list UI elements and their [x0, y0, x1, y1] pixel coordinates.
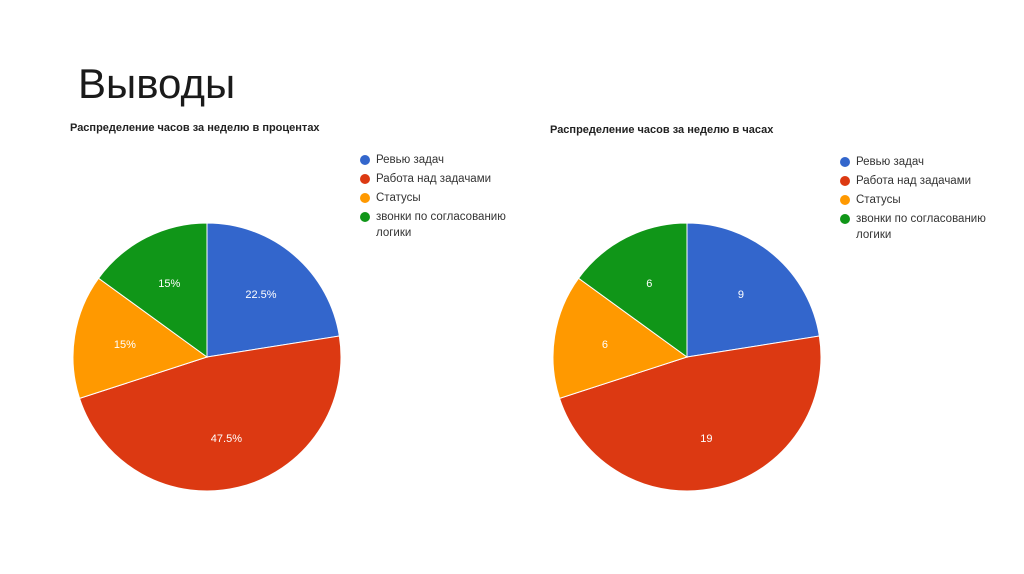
- legend-swatch: [840, 195, 850, 205]
- legend-label: Работа над задачами: [376, 173, 492, 185]
- legend-label: Статусы: [376, 192, 421, 204]
- chart-title: Распределение часов за неделю в процента…: [70, 122, 320, 134]
- legend-item-work: Работа над задачами: [360, 171, 536, 187]
- slice-review: [206, 222, 340, 358]
- pie-chart-svg: 9 19 6 6: [552, 222, 822, 492]
- pie-chart-svg: 22.5% 47.5% 15% 15%: [72, 222, 342, 492]
- data-label: 15%: [114, 339, 136, 351]
- data-label: 47.5%: [211, 433, 242, 445]
- data-label: 22.5%: [245, 289, 276, 301]
- data-label: 6: [646, 278, 652, 290]
- pie-chart-hours: Распределение часов за неделю в часах 9 1…: [550, 124, 1010, 504]
- data-label: 6: [602, 339, 608, 351]
- slice-status: [552, 277, 689, 400]
- legend-swatch: [840, 176, 850, 186]
- slice-work: [558, 335, 822, 492]
- legend-swatch: [840, 157, 850, 167]
- chart-title: Распределение часов за неделю в часах: [550, 124, 774, 136]
- slice-calls: [97, 222, 208, 358]
- legend-swatch: [360, 193, 370, 203]
- data-label: 9: [738, 289, 744, 301]
- chart-legend: Ревью задач Работа над задачами Статусы …: [360, 152, 536, 244]
- legend-label: Ревью задач: [856, 156, 924, 168]
- slide-title: Выводы: [78, 60, 236, 107]
- data-label: 15%: [158, 278, 180, 290]
- legend-item-status: Статусы: [360, 190, 536, 206]
- chart-legend: Ревью задач Работа над задачами Статусы …: [840, 154, 1016, 246]
- legend-swatch: [360, 174, 370, 184]
- legend-label: Статусы: [856, 194, 901, 206]
- legend-item-work: Работа над задачами: [840, 173, 1016, 189]
- legend-item-status: Статусы: [840, 192, 1016, 208]
- legend-item-review: Ревью задач: [360, 152, 536, 168]
- pie-chart-percent: Распределение часов за неделю в процента…: [70, 122, 530, 502]
- slice-status: [72, 277, 209, 400]
- legend-label: Ревью задач: [376, 154, 444, 166]
- legend-swatch: [360, 155, 370, 165]
- data-label: 19: [700, 433, 712, 445]
- slice-work: [78, 335, 342, 492]
- legend-label: звонки по согласованию логики: [376, 211, 506, 239]
- slice-calls: [577, 222, 688, 358]
- legend-label: звонки по согласованию логики: [856, 213, 986, 241]
- slice-review: [686, 222, 820, 358]
- legend-item-review: Ревью задач: [840, 154, 1016, 170]
- legend-label: Работа над задачами: [856, 175, 972, 187]
- legend-swatch: [840, 214, 850, 224]
- legend-swatch: [360, 212, 370, 222]
- legend-item-calls: звонки по согласованию логики: [840, 211, 1016, 243]
- legend-item-calls: звонки по согласованию логики: [360, 209, 536, 241]
